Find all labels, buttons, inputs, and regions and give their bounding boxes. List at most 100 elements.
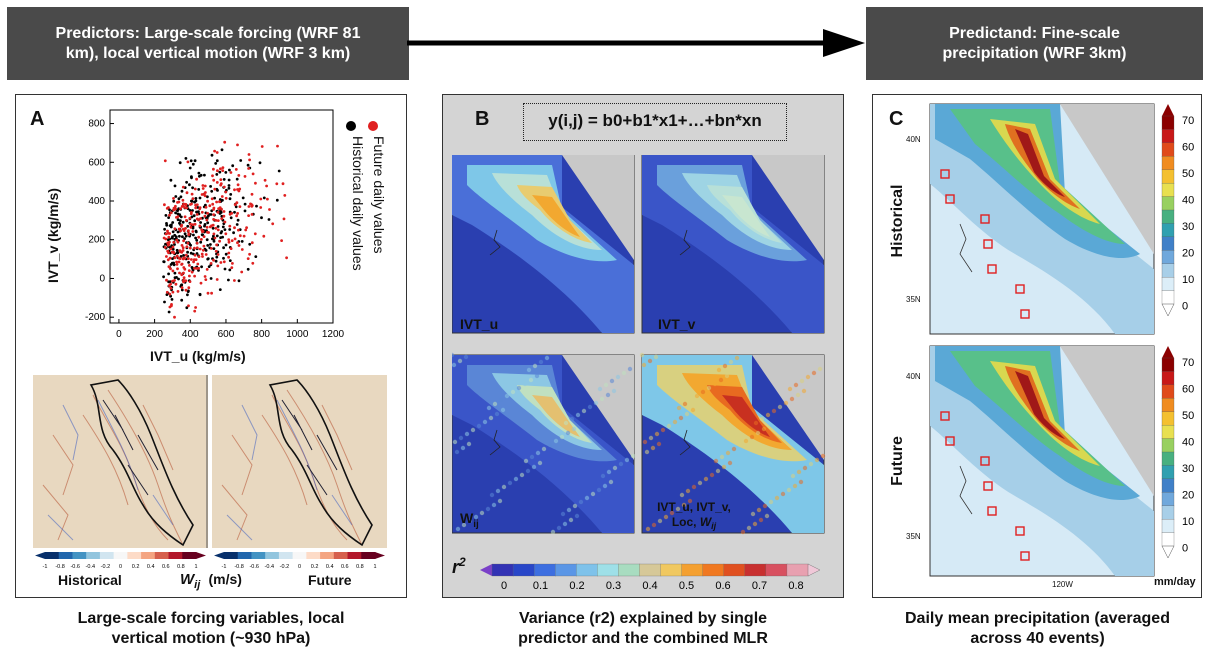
historical-point (206, 221, 210, 225)
future-point (236, 212, 240, 215)
future-point (180, 273, 184, 277)
future-point (236, 183, 240, 187)
historical-point (200, 233, 204, 237)
r2-tick-label: 0.3 (606, 580, 621, 592)
future-point (222, 185, 226, 189)
historical-point (200, 265, 204, 269)
colorbar-tick-label: 0 (1182, 543, 1188, 555)
colorbar-tick-label: 10 (1182, 274, 1194, 286)
historical-point (246, 267, 250, 271)
r2-colorbar-segment (681, 563, 704, 577)
historical-point (171, 247, 175, 251)
historical-point (220, 214, 224, 218)
future-point (203, 214, 207, 218)
historical-point (215, 234, 219, 238)
station-marker (983, 239, 993, 249)
lat-35n-bottom: 35N (906, 532, 921, 541)
historical-point (162, 275, 166, 279)
colorbar-tick-label: 10 (1182, 516, 1194, 528)
historical-point (234, 205, 238, 209)
legend-historical-marker (346, 121, 356, 131)
historical-point (233, 210, 236, 214)
historical-point (195, 238, 199, 242)
colorbar-segment (1161, 156, 1175, 171)
historical-point (192, 233, 195, 237)
historical-point (248, 242, 252, 246)
colorbar-segment (1161, 384, 1175, 399)
w-map-future (212, 375, 387, 548)
precip-maps: 70 60 50 40 30 20 10 0 70 60 50 40 30 20 10 0 (929, 103, 1194, 577)
colorbar-segment (1161, 263, 1175, 278)
historical-point (183, 237, 187, 241)
historical-point (209, 213, 213, 216)
future-point (236, 241, 239, 245)
r2-tick-label: 0.1 (533, 580, 548, 592)
future-point (228, 224, 232, 228)
historical-point (227, 184, 231, 187)
historical-point (180, 189, 184, 193)
historical-point (190, 266, 194, 269)
historical-point (215, 173, 219, 176)
lat-40n-bottom: 40N (906, 372, 921, 381)
future-point (230, 266, 234, 269)
w-symbol: W (180, 571, 195, 588)
future-point (201, 230, 205, 233)
station-marker (945, 194, 955, 204)
mlr-equation: y(i,j) = b0+b1*x1+…+bn*xn (523, 103, 787, 141)
future-point (193, 222, 197, 226)
historical-point (197, 269, 200, 272)
r2-colorbar-segment (618, 563, 641, 577)
future-point (219, 178, 223, 181)
colorbar-segment (278, 552, 294, 559)
colorbar-segment (292, 552, 307, 559)
r2-tick-label: 0.5 (679, 580, 694, 592)
future-point (181, 227, 185, 231)
historical-point (193, 159, 197, 163)
colorbar-segment (1161, 505, 1175, 520)
r2-colorbar: 0 0.1 0.2 0.3 0.4 0.5 0.6 0.7 0.8 (480, 563, 821, 592)
future-point (250, 241, 254, 245)
colorbar-segment (1161, 518, 1175, 534)
historical-point (228, 268, 232, 272)
historical-point (227, 186, 231, 190)
future-point (173, 227, 177, 231)
lat-35n-top: 35N (906, 295, 921, 304)
historical-point (179, 219, 182, 222)
historical-point (174, 235, 178, 239)
historical-point (198, 196, 202, 200)
historical-point (186, 290, 190, 293)
historical-point (178, 161, 182, 165)
future-point (210, 291, 214, 295)
future-point (182, 239, 186, 243)
future-point (192, 260, 196, 264)
future-point (201, 255, 204, 258)
historical-point (190, 176, 193, 180)
future-point (250, 192, 254, 196)
station-marker (1020, 309, 1030, 319)
lon-120w: 120W (1052, 580, 1073, 589)
future-point (259, 197, 263, 201)
future-point (187, 304, 190, 308)
historical-point (235, 223, 239, 226)
colorbar-segment (1161, 196, 1175, 211)
historical-point (258, 161, 262, 165)
historical-point (180, 288, 184, 292)
future-point (223, 220, 227, 224)
historical-point (216, 225, 220, 228)
precip-colorbar: 70 60 50 40 30 20 10 0 (1161, 346, 1194, 559)
colorbar-tick-label: -1 (222, 564, 227, 570)
historical-point (227, 178, 231, 182)
future-point (209, 262, 213, 265)
future-point (188, 216, 192, 220)
future-point (169, 267, 172, 271)
historical-point (165, 293, 169, 296)
r2-colorbar-segment (533, 563, 556, 577)
predictand-header: Predictand: Fine-scale precipitation (WR… (866, 7, 1203, 80)
x-tick-label: 400 (182, 329, 199, 340)
future-point (198, 247, 202, 251)
future-point (203, 184, 207, 188)
future-point (215, 181, 219, 184)
colorbar-segment (127, 552, 142, 559)
scatter-ylabel: IVT_v (kg/m/s) (45, 188, 61, 283)
future-point (219, 261, 223, 264)
